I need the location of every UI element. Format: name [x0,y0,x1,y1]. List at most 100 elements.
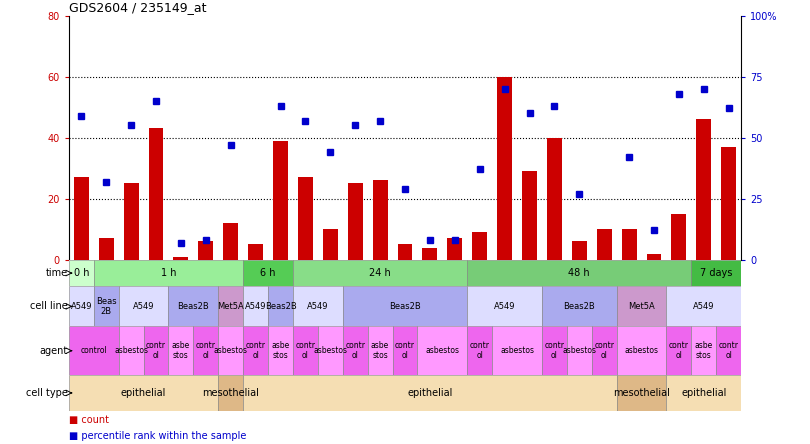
Text: Beas2B: Beas2B [389,302,421,311]
Text: A549: A549 [494,302,515,311]
Bar [293,326,318,375]
Text: contr
ol: contr ol [196,341,215,360]
Bar [148,128,164,260]
Bar [667,326,692,375]
Text: contr
ol: contr ol [595,341,614,360]
Text: 48 h: 48 h [569,268,590,278]
Bar [143,326,168,375]
Bar [168,286,218,326]
Bar [198,242,213,260]
Bar [343,286,467,326]
Bar [692,260,741,286]
Text: epithelial: epithelial [121,388,166,398]
Text: time: time [45,268,67,278]
Bar [492,326,542,375]
Bar [298,177,313,260]
Text: 0 h: 0 h [74,268,89,278]
Text: cell type: cell type [26,388,67,398]
Bar [243,326,268,375]
Bar [646,254,662,260]
Bar [218,326,243,375]
Bar [347,183,363,260]
Bar [69,286,94,326]
Bar [398,245,412,260]
Bar [692,326,716,375]
Bar [168,326,194,375]
Text: contr
ol: contr ol [470,341,490,360]
Bar [69,260,94,286]
Text: Beas2B: Beas2B [177,302,209,311]
Text: A549: A549 [693,302,714,311]
Bar [567,326,592,375]
Bar [368,326,393,375]
Bar [69,375,218,411]
Bar [99,238,113,260]
Bar [423,248,437,260]
Bar [572,242,586,260]
Bar [273,141,288,260]
Text: A549: A549 [245,302,266,311]
Text: Met5A: Met5A [217,302,244,311]
Bar [323,229,338,260]
Bar [243,375,616,411]
Bar [218,286,243,326]
Text: asbestos: asbestos [625,346,659,355]
Text: A549: A549 [70,302,92,311]
Text: cell line: cell line [30,301,67,311]
Text: Met5A: Met5A [629,302,655,311]
Text: 1 h: 1 h [160,268,177,278]
Text: GDS2604 / 235149_at: GDS2604 / 235149_at [69,1,207,14]
Text: asbe
stos: asbe stos [271,341,290,360]
Bar [124,183,139,260]
Bar [667,286,741,326]
Text: asbestos: asbestos [500,346,534,355]
Bar [547,138,562,260]
Text: asbestos: asbestos [313,346,347,355]
Text: contr
ol: contr ol [395,341,415,360]
Text: asbe
stos: asbe stos [172,341,190,360]
Text: asbestos: asbestos [562,346,596,355]
Bar [597,229,612,260]
Text: contr
ol: contr ol [669,341,688,360]
Text: agent: agent [40,346,67,356]
Bar [542,326,567,375]
Bar [716,326,741,375]
Bar [616,375,667,411]
Bar [616,326,667,375]
Text: epithelial: epithelial [681,388,727,398]
Bar [592,326,616,375]
Bar [94,260,243,286]
Bar [173,257,189,260]
Text: asbe
stos: asbe stos [695,341,713,360]
Bar [697,119,711,260]
Bar [343,326,368,375]
Bar [467,260,692,286]
Bar [373,180,387,260]
Bar [542,286,616,326]
Bar [243,286,268,326]
Bar [621,229,637,260]
Text: 7 days: 7 days [700,268,732,278]
Bar [118,286,168,326]
Text: ■ percentile rank within the sample: ■ percentile rank within the sample [69,431,246,441]
Bar [522,171,537,260]
Text: mesothelial: mesothelial [202,388,259,398]
Text: mesothelial: mesothelial [613,388,670,398]
Bar [447,238,463,260]
Bar [393,326,417,375]
Text: contr
ol: contr ol [544,341,565,360]
Bar [721,147,736,260]
Bar [74,177,89,260]
Text: control: control [80,346,107,355]
Text: contr
ol: contr ol [718,341,739,360]
Bar [194,326,218,375]
Text: Beas
2B: Beas 2B [96,297,117,316]
Bar [667,375,741,411]
Bar [293,286,343,326]
Text: contr
ol: contr ol [245,341,266,360]
Bar [268,286,293,326]
Bar [243,260,293,286]
Text: A549: A549 [307,302,329,311]
Bar [318,326,343,375]
Text: 6 h: 6 h [260,268,275,278]
